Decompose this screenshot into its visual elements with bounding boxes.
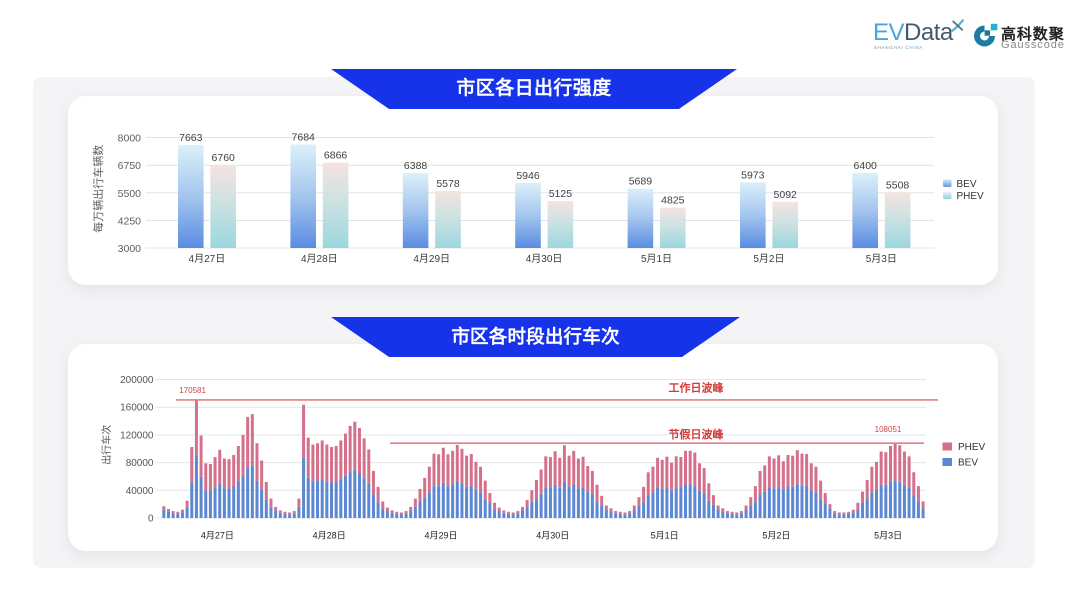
svg-text:120000: 120000 [120,430,154,441]
svg-text:4250: 4250 [118,215,142,227]
svg-text:160000: 160000 [120,403,154,414]
svg-text:108051: 108051 [875,425,902,434]
svg-text:7684: 7684 [292,132,316,144]
svg-text:工作日波峰: 工作日波峰 [669,380,725,394]
svg-text:SHANGHAI CHINA: SHANGHAI CHINA [874,45,923,50]
svg-text:4月28日: 4月28日 [313,531,346,541]
svg-text:5月2日: 5月2日 [762,531,790,541]
svg-text:4月27日: 4月27日 [189,253,226,265]
svg-text:170581: 170581 [179,386,206,395]
svg-text:4月29日: 4月29日 [424,531,457,541]
svg-text:5578: 5578 [436,178,460,190]
svg-text:40000: 40000 [126,486,154,497]
svg-text:4月27日: 4月27日 [201,531,234,541]
svg-text:5月3日: 5月3日 [874,531,902,541]
svg-text:200000: 200000 [120,375,154,386]
svg-text:出行车次: 出行车次 [100,425,113,465]
svg-text:5月3日: 5月3日 [866,253,897,265]
svg-text:80000: 80000 [126,458,154,469]
svg-text:0: 0 [148,514,154,525]
svg-text:每万辆出行车辆数: 每万辆出行车辆数 [91,145,105,233]
svg-text:8000: 8000 [118,133,142,145]
svg-text:5月2日: 5月2日 [753,253,784,265]
svg-text:BEV: BEV [957,179,977,190]
svg-text:4月29日: 4月29日 [413,253,450,265]
svg-text:5500: 5500 [118,188,142,200]
svg-text:7663: 7663 [179,132,203,144]
svg-text:节假日波峰: 节假日波峰 [669,427,725,441]
svg-text:5092: 5092 [774,189,798,201]
svg-text:5月1日: 5月1日 [651,531,679,541]
svg-text:4月28日: 4月28日 [301,253,338,265]
svg-text:PHEV: PHEV [958,442,986,453]
svg-text:5月1日: 5月1日 [641,253,672,265]
svg-text:5508: 5508 [886,180,910,192]
svg-text:5125: 5125 [549,188,573,200]
svg-text:6400: 6400 [854,160,878,172]
svg-text:6750: 6750 [118,160,142,172]
svg-text:5946: 5946 [516,170,540,182]
svg-text:3000: 3000 [118,243,142,255]
svg-text:BEV: BEV [958,458,978,469]
svg-text:4825: 4825 [661,195,685,207]
svg-text:6866: 6866 [324,150,348,162]
svg-text:5689: 5689 [629,176,653,188]
svg-text:6388: 6388 [404,160,428,172]
svg-text:6760: 6760 [212,152,236,164]
svg-text:4月30日: 4月30日 [526,253,563,265]
svg-text:5973: 5973 [741,169,765,181]
svg-text:PHEV: PHEV [957,191,985,202]
svg-text:4月30日: 4月30日 [536,531,569,541]
